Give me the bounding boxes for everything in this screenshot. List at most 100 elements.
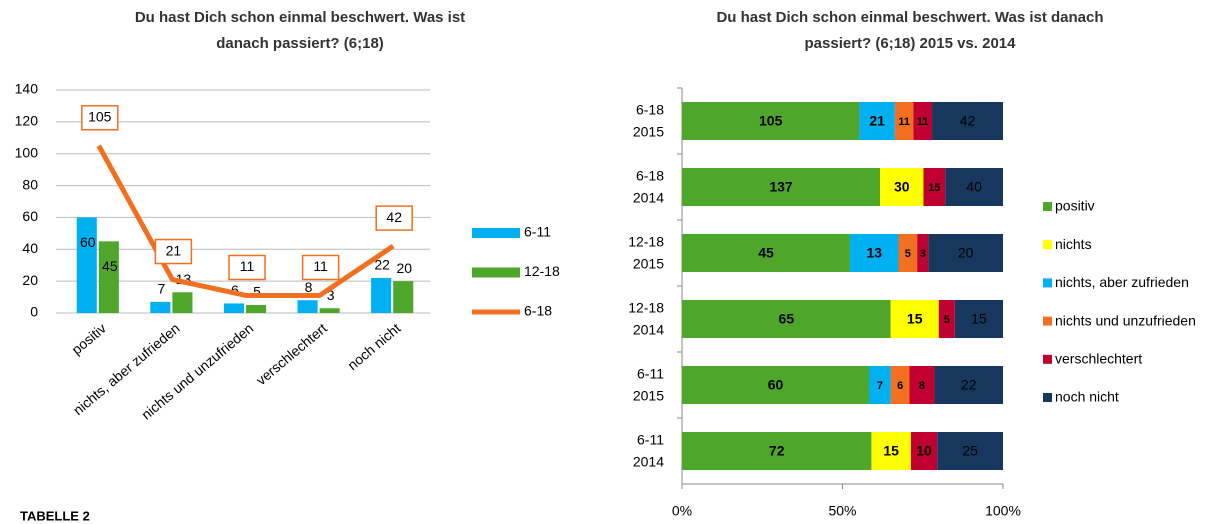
legend-swatch [1043,278,1052,288]
legend-label: nichts, aber zufrieden [1055,274,1189,290]
chart-title: Du hast Dich schon einmal beschwert. Was… [135,9,465,26]
bar-segment [954,300,1003,338]
x-tick-label: 100% [985,503,1021,519]
legend-label: positiv [1055,198,1095,214]
data-label: 45 [102,258,118,274]
bar [393,281,414,313]
line [96,144,395,298]
y-tick-label: 120 [15,113,39,129]
data-label: 6 [231,282,239,298]
bar-segment [871,432,911,470]
data-label: 7 [157,281,165,297]
bar-segment [923,168,946,206]
bar-segment [937,432,1003,470]
data-label: 65 [779,311,795,327]
data-label: 22 [374,257,390,273]
legend-label: 6-11 [524,224,551,240]
bar-segment [880,168,924,206]
data-label: 5 [944,314,950,326]
y-tick-label: 2014 [633,322,664,338]
bar [76,217,97,313]
bar-segment [682,102,860,140]
label-box [375,205,413,231]
bar [246,305,267,313]
bar-segment [682,234,850,272]
data-label: 11 [917,116,929,128]
y-tick-label: 12-18 [628,234,664,250]
bar-segment [898,234,918,272]
footer: TABELLE 2 [20,508,90,523]
bar-segment [910,432,938,470]
y-tick-label: 0 [30,304,38,320]
x-tick-label: noch nicht [344,320,403,373]
legend-swatch [1043,316,1052,326]
legend-swatch [1043,393,1052,402]
legend-label: 12-18 [524,263,560,279]
data-label: 30 [894,179,910,195]
legend-swatch [472,267,520,278]
bar-segment [932,102,1003,140]
data-label: 60 [80,234,96,250]
x-tick-label: 50% [828,503,856,519]
x-tick-label: 0% [672,503,692,519]
data-label: 13 [866,245,882,261]
data-label: 105 [759,113,783,129]
bar-segment [682,300,891,338]
legend-swatch [1043,240,1052,250]
data-label: 5 [905,248,911,260]
bar-segment [917,234,929,272]
legend-swatch [1043,354,1052,364]
y-tick-label: 2014 [633,454,664,470]
data-label: 11 [313,258,328,274]
bar-segment [849,234,899,272]
data-label: 42 [960,113,976,129]
chart-title: passiert? (6;18) 2015 vs. 2014 [805,35,1017,52]
data-label: 6 [897,380,903,392]
bar-segment [682,432,872,470]
legend-label: 6-18 [524,303,552,319]
data-label: 5 [253,284,261,300]
bar-segment [868,366,891,404]
data-label: 8 [919,380,925,392]
y-tick-label: 2015 [633,124,664,140]
data-label: 60 [768,377,784,393]
label-box [154,238,193,265]
y-tick-label: 100 [15,144,39,160]
legend-label: verschlechtert [1055,351,1142,367]
data-label: 21 [869,113,885,129]
bar [172,292,193,313]
bar [223,303,244,313]
bar-segment [938,300,955,338]
data-label: 45 [758,245,774,261]
x-tick-label: verschlechtert [253,320,330,388]
y-tick-label: 2014 [633,190,664,206]
bar-segment [682,366,869,404]
legend-swatch [1043,202,1052,211]
bar [150,301,171,313]
label-box [228,254,266,281]
data-label: 8 [305,279,313,295]
bar-segment [934,366,1003,404]
bar-segment [928,234,1003,272]
data-label: 11 [898,116,910,128]
y-tick-label: 140 [15,81,39,97]
bar-segment [909,366,935,404]
y-tick-label: 6-18 [636,102,664,118]
chart-title: Du hast Dich schon einmal beschwert. Was… [716,9,1103,26]
label-box [301,254,340,281]
bar-segment [682,168,881,206]
y-tick-label: 60 [22,208,38,224]
bar [371,277,392,313]
data-label: 21 [166,242,182,258]
data-label: 105 [88,108,112,124]
data-label: 7 [877,380,883,392]
data-label: 25 [962,443,978,459]
legend-label: nichts [1055,236,1092,252]
y-tick-label: 12-18 [628,300,664,316]
label-box [81,105,119,131]
y-tick-label: 6-11 [637,432,664,448]
y-tick-label: 40 [22,240,38,256]
data-label: 20 [396,260,412,276]
data-label: 15 [907,311,923,327]
